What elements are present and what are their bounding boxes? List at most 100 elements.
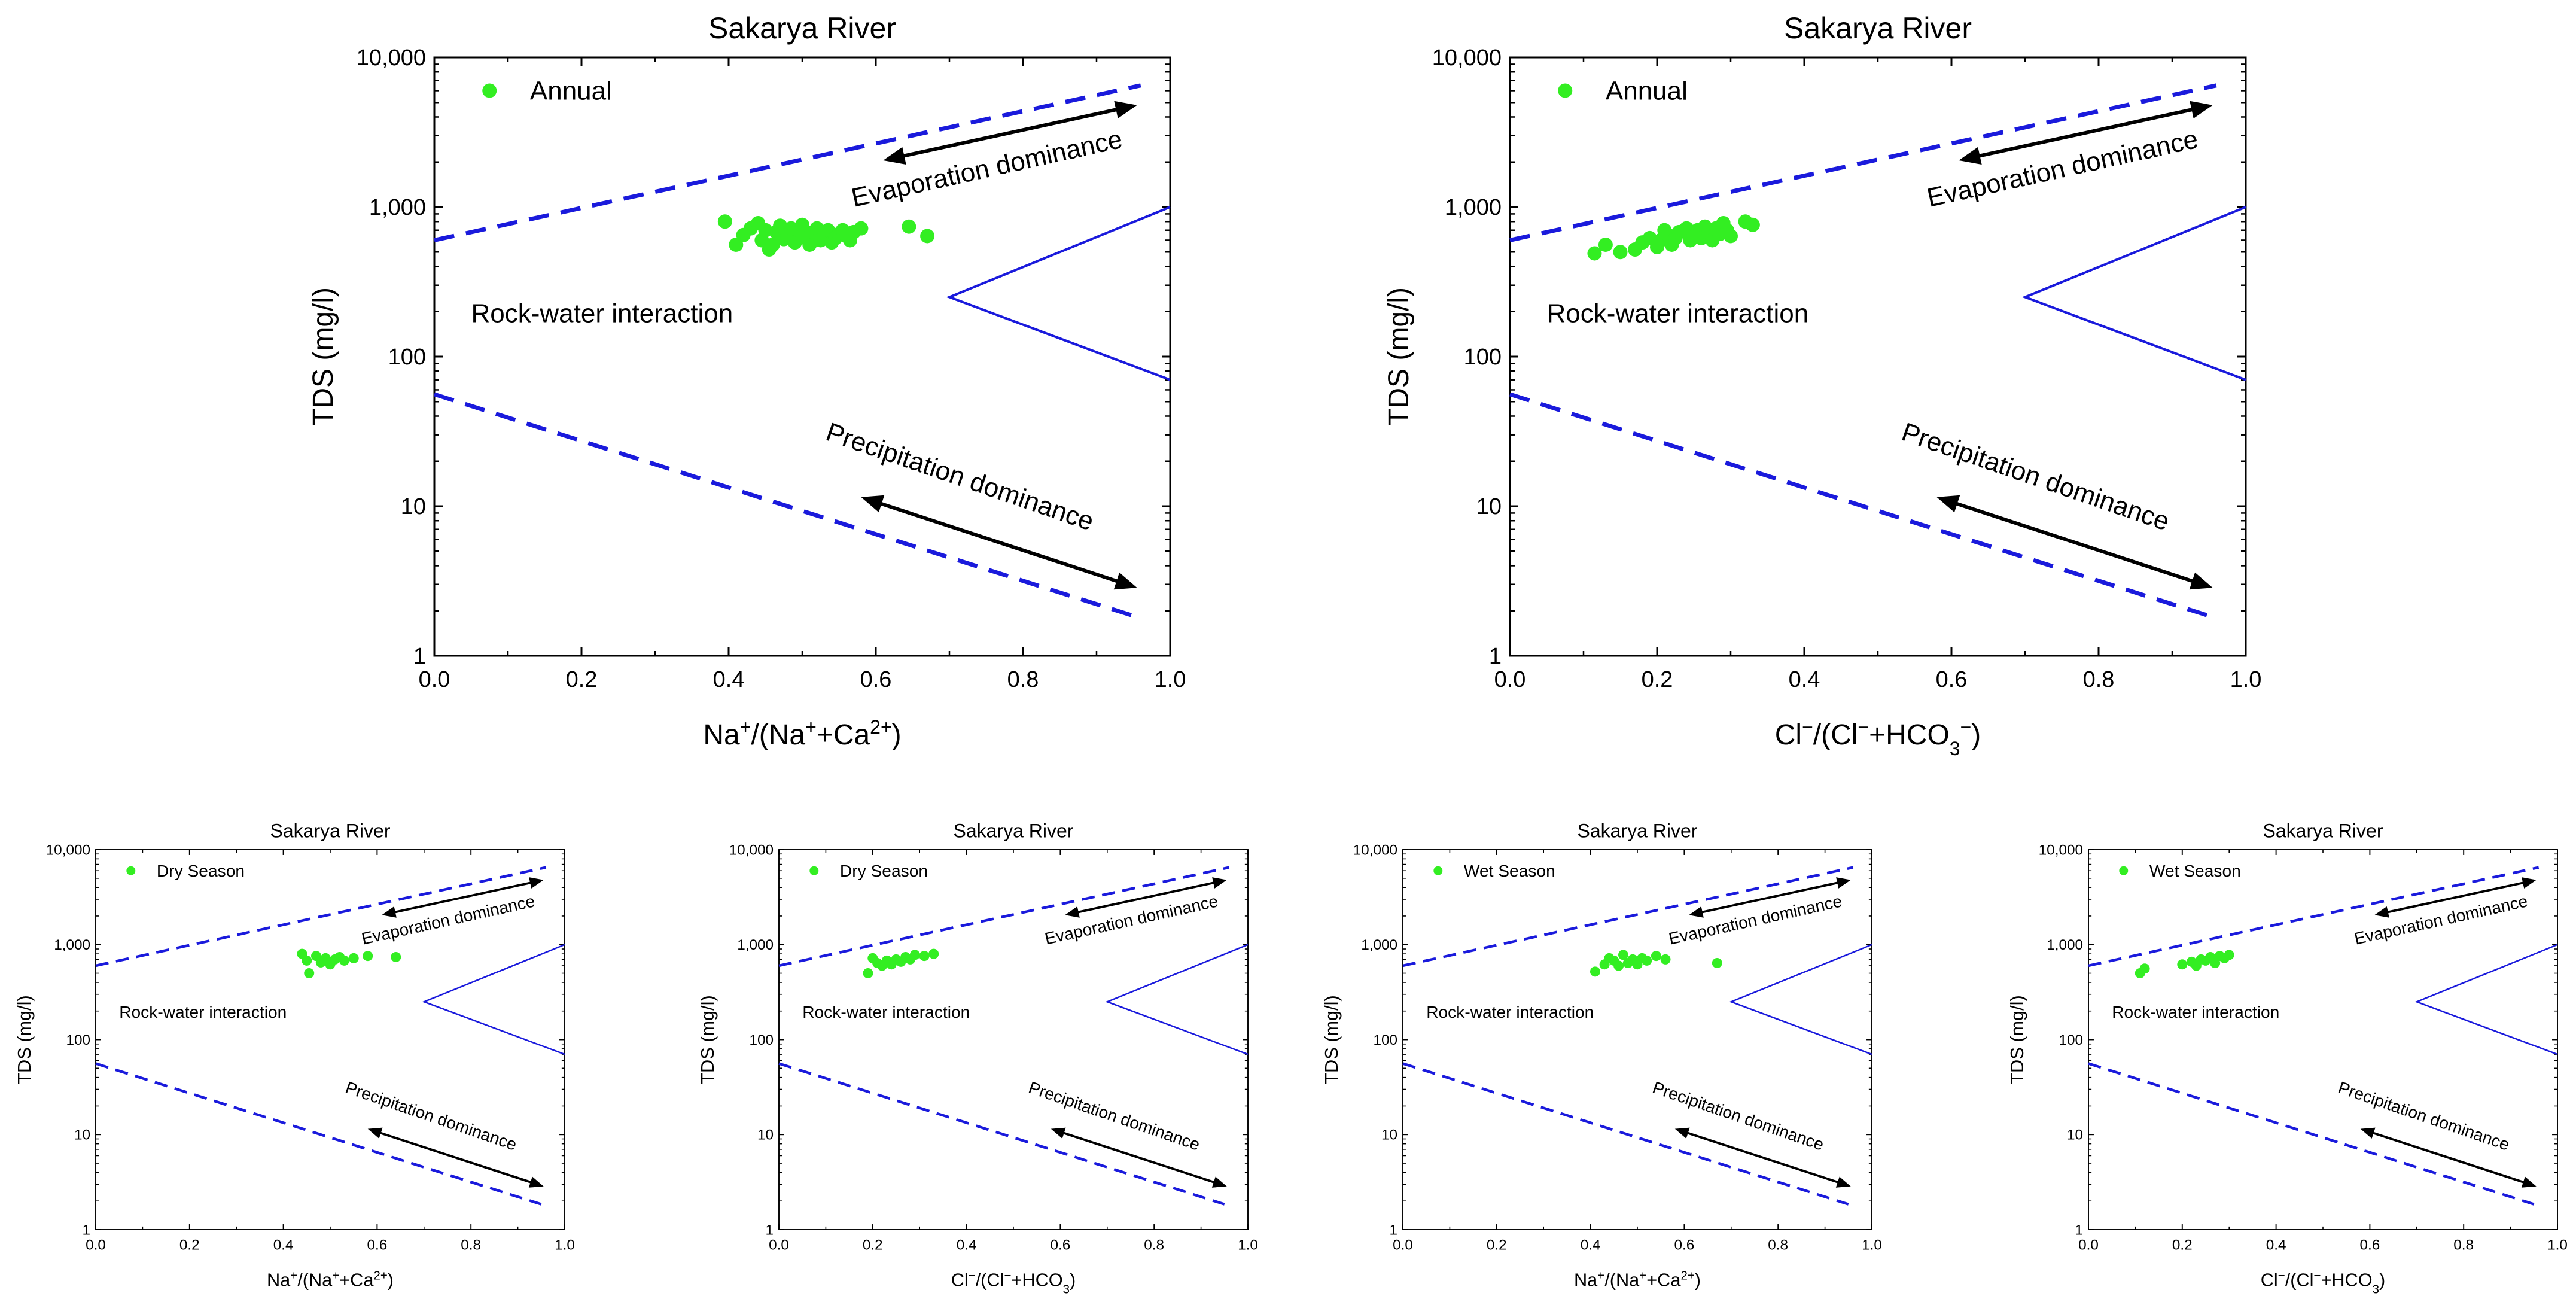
data-point xyxy=(765,237,780,252)
chart-panel-2: Sakarya River 0.0 0.2 0.4 0.6 0.8 1.0 1 10 100 1,0… xyxy=(1383,11,2261,759)
y-axis-label: TDS (mg/l) xyxy=(1321,995,1342,1084)
rock-water-interaction-label: Rock-water interaction xyxy=(2112,1003,2279,1021)
x-axis-label: Cl−/(Cl−+HCO3) xyxy=(951,1268,1076,1296)
x-tick-label: 0.8 xyxy=(1007,667,1039,692)
precipitation-arrow-head-end xyxy=(528,1176,544,1188)
x-tick-label: 0.4 xyxy=(957,1237,977,1253)
y-tick-label: 10,000 xyxy=(2039,842,2083,858)
evaporation-arrow-head-end xyxy=(2190,101,2213,119)
data-point xyxy=(1745,217,1760,232)
precipitation-arrow-head-start xyxy=(861,495,885,513)
evaporation-arrow xyxy=(899,107,1121,159)
precipitation-dominance-label: Precipitation dominance xyxy=(1898,417,2173,536)
y-tick-label: 10 xyxy=(1476,494,1502,519)
chart-panel-3: Sakarya River 0.0 0.2 0.4 0.6 0.8 1.0 1 10 100 1,0… xyxy=(14,820,575,1291)
precipitation-arrow-head-start xyxy=(2360,1127,2376,1139)
data-point xyxy=(773,218,788,233)
legend-marker xyxy=(1433,866,1443,875)
precipitation-arrow-head-end xyxy=(2521,1176,2537,1188)
y-tick-label: 10,000 xyxy=(1432,45,1502,71)
y-tick-label: 1 xyxy=(766,1222,774,1238)
x-tick-label: 0.2 xyxy=(1642,667,1673,692)
precipitation-arrow-head-end xyxy=(2189,572,2213,590)
precipitation-arrow-head-start xyxy=(367,1127,383,1139)
y-tick-label: 100 xyxy=(388,345,426,370)
precipitation-boundary-line xyxy=(1509,392,2210,618)
precipitation-arrow xyxy=(1952,500,2197,585)
data-point xyxy=(1642,955,1652,966)
legend-marker xyxy=(809,866,819,875)
evaporation-boundary-line xyxy=(1509,83,2217,242)
y-tick-label: 10 xyxy=(757,1127,774,1143)
x-tick-label: 0.0 xyxy=(419,667,450,692)
precipitation-arrow xyxy=(377,1131,534,1184)
x-tick-label: 0.8 xyxy=(2453,1237,2474,1253)
y-axis-label: TDS (mg/l) xyxy=(2006,995,2027,1084)
x-tick-label: 1.0 xyxy=(555,1237,575,1253)
x-tick-label: 1.0 xyxy=(1238,1237,1258,1253)
evaporation-arrow xyxy=(392,881,534,914)
x-tick-label: 0.6 xyxy=(1936,667,1968,692)
legend-label: Annual xyxy=(1606,76,1688,105)
precipitation-boundary-line xyxy=(433,392,1134,618)
y-tick-label: 10,000 xyxy=(729,842,774,858)
data-point xyxy=(909,950,920,960)
data-point xyxy=(1618,950,1628,960)
legend-label: Annual xyxy=(530,76,612,105)
data-point xyxy=(2177,959,2188,970)
data-point xyxy=(339,955,350,966)
data-point xyxy=(1587,246,1602,261)
y-tick-label: 1 xyxy=(1390,1222,1398,1238)
evaporation-boundary-line xyxy=(2088,866,2540,968)
data-point xyxy=(1660,954,1671,965)
y-tick-label: 1 xyxy=(1489,644,1502,669)
data-point xyxy=(304,968,315,979)
rock-water-interaction-label: Rock-water interaction xyxy=(802,1003,970,1021)
data-point xyxy=(348,953,359,963)
evaporation-arrow-head-end xyxy=(529,877,544,889)
precipitation-arrow-head-start xyxy=(1674,1127,1690,1139)
evaporation-arrow xyxy=(1699,881,1841,914)
precipitation-arrow-head-start xyxy=(1936,495,1960,513)
evaporation-boundary-line xyxy=(1402,866,1854,968)
y-tick-label: 100 xyxy=(1373,1032,1397,1048)
precipitation-boundary-line xyxy=(95,1062,542,1206)
data-point xyxy=(1724,229,1738,244)
data-point xyxy=(1613,960,1624,971)
evaporation-arrow-head-end xyxy=(1836,877,1851,889)
evaporation-arrow xyxy=(1075,881,1217,914)
data-point xyxy=(928,948,939,959)
data-point xyxy=(1598,237,1613,252)
data-point xyxy=(787,235,802,250)
data-point xyxy=(802,237,817,252)
precipitation-dominance-label: Precipitation dominance xyxy=(343,1078,519,1154)
y-tick-label: 10 xyxy=(2067,1127,2083,1143)
y-axis-label: TDS (mg/l) xyxy=(307,287,339,426)
legend-label: Wet Season xyxy=(2149,862,2241,880)
x-tick-label: 0.4 xyxy=(713,667,745,692)
y-tick-label: 100 xyxy=(2059,1032,2083,1048)
precipitation-arrow xyxy=(1061,1131,1217,1184)
x-tick-label: 0.0 xyxy=(1393,1237,1413,1253)
y-tick-label: 100 xyxy=(749,1032,774,1048)
chart-title: Sakarya River xyxy=(954,820,1074,842)
x-tick-label: 0.8 xyxy=(1768,1237,1788,1253)
data-point xyxy=(1712,958,1722,969)
data-point xyxy=(795,217,809,232)
y-tick-label: 1 xyxy=(413,644,426,669)
data-point xyxy=(863,968,873,979)
y-axis-label: TDS (mg/l) xyxy=(1383,287,1415,426)
x-tick-label: 0.0 xyxy=(2078,1237,2099,1253)
x-tick-label: 0.6 xyxy=(1674,1237,1694,1253)
precipitation-arrow xyxy=(1685,1131,1841,1184)
data-point xyxy=(363,951,373,962)
evaporation-boundary-line xyxy=(778,866,1230,968)
x-axis-label: Na+/(Na++Ca2+) xyxy=(267,1268,394,1291)
rock-water-interaction-label: Rock-water interaction xyxy=(119,1003,287,1021)
evaporation-arrow-head-start xyxy=(1689,906,1704,918)
y-axis-label: TDS (mg/l) xyxy=(14,995,35,1084)
precipitation-arrow-head-end xyxy=(1211,1176,1227,1188)
precipitation-dominance-label: Precipitation dominance xyxy=(823,417,1098,536)
evaporation-arrow xyxy=(1975,107,2197,159)
evaporation-arrow-head-end xyxy=(2522,877,2537,889)
